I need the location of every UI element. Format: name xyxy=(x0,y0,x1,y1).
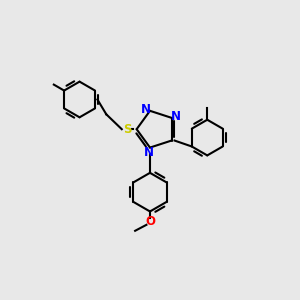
Text: N: N xyxy=(171,110,181,123)
Text: N: N xyxy=(143,146,154,159)
Text: S: S xyxy=(123,123,131,136)
Text: N: N xyxy=(140,103,151,116)
Text: O: O xyxy=(145,215,155,228)
